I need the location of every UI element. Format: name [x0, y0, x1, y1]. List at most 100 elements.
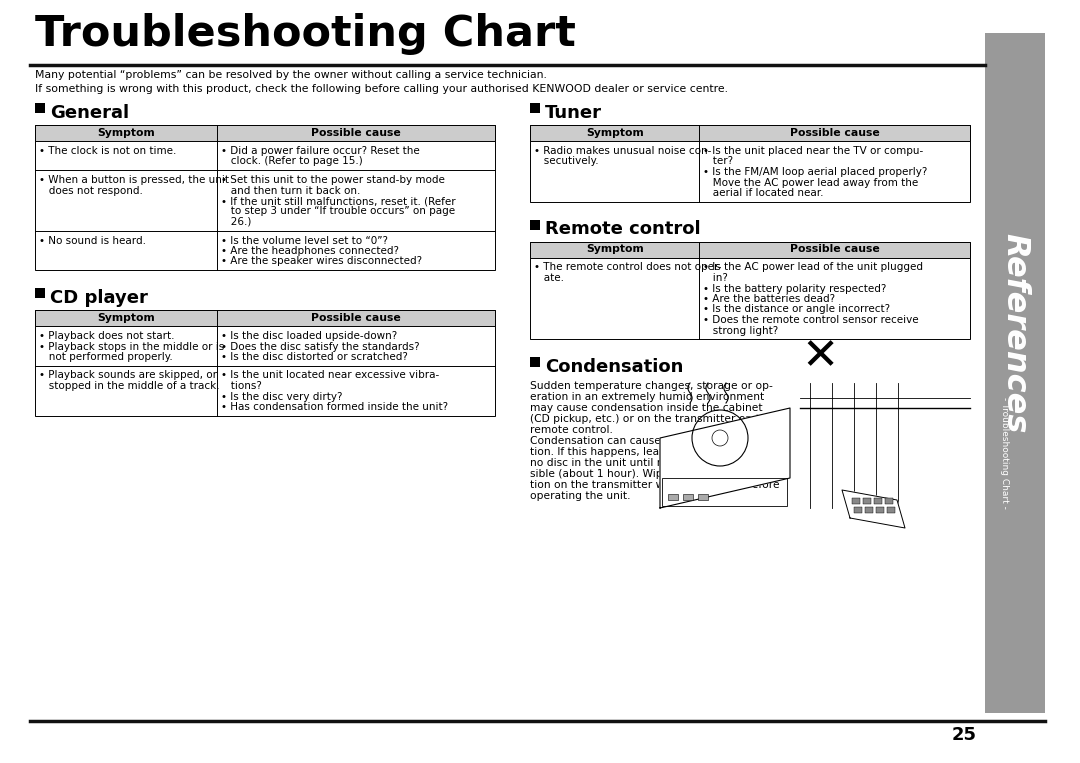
- Text: • Playback sounds are skipped, or: • Playback sounds are skipped, or: [39, 371, 217, 381]
- Text: Tuner: Tuner: [545, 104, 602, 122]
- Bar: [35, 125, 495, 141]
- Bar: [35, 310, 495, 416]
- Text: Remote control: Remote control: [545, 221, 701, 239]
- Bar: [876, 507, 885, 513]
- Text: aerial if located near.: aerial if located near.: [703, 188, 824, 198]
- Text: • Is the disc distorted or scratched?: • Is the disc distorted or scratched?: [220, 352, 407, 362]
- Text: • The remote control does not oper-: • The remote control does not oper-: [534, 262, 721, 272]
- Bar: [35, 103, 45, 113]
- Text: If something is wrong with this product, check the following before calling your: If something is wrong with this product,…: [35, 84, 728, 94]
- Text: remote control.: remote control.: [530, 425, 612, 435]
- Text: • When a button is pressed, the unit: • When a button is pressed, the unit: [39, 175, 229, 185]
- Text: • Does the disc satisfy the standards?: • Does the disc satisfy the standards?: [220, 342, 419, 352]
- Text: ✕: ✕: [801, 335, 839, 378]
- Text: • Set this unit to the power stand-by mode: • Set this unit to the power stand-by mo…: [220, 175, 445, 185]
- Text: • Is the distance or angle incorrect?: • Is the distance or angle incorrect?: [703, 304, 891, 314]
- Text: Sudden temperature changes, storage or op-: Sudden temperature changes, storage or o…: [530, 381, 773, 391]
- Text: - Troubleshooting Chart -: - Troubleshooting Chart -: [1000, 397, 1010, 509]
- Text: Condensation: Condensation: [545, 358, 684, 376]
- Text: • No sound is heard.: • No sound is heard.: [39, 236, 146, 246]
- Text: Symptom: Symptom: [97, 313, 154, 323]
- Bar: [662, 478, 787, 506]
- Bar: [698, 494, 708, 500]
- Text: • Radio makes unusual noise con-: • Radio makes unusual noise con-: [534, 146, 712, 156]
- Bar: [854, 507, 862, 513]
- Text: secutively.: secutively.: [534, 156, 598, 166]
- Text: to step 3 under “If trouble occurs” on page: to step 3 under “If trouble occurs” on p…: [220, 207, 455, 217]
- Text: Symptom: Symptom: [97, 128, 154, 138]
- Text: • Are the speaker wires disconnected?: • Are the speaker wires disconnected?: [220, 256, 422, 266]
- Text: • Is the FM/AM loop aerial placed properly?: • Is the FM/AM loop aerial placed proper…: [703, 167, 928, 177]
- Text: does not respond.: does not respond.: [39, 185, 143, 195]
- Text: • Are the batteries dead?: • Are the batteries dead?: [703, 294, 836, 304]
- Text: in?: in?: [703, 273, 728, 283]
- Text: Many potential “problems” can be resolved by the owner without calling a service: Many potential “problems” can be resolve…: [35, 70, 546, 80]
- Text: and then turn it back on.: and then turn it back on.: [220, 185, 360, 195]
- Bar: [874, 498, 882, 504]
- Bar: [530, 103, 540, 113]
- Text: 25: 25: [951, 726, 977, 744]
- Text: References: References: [999, 233, 1030, 433]
- Text: Possible cause: Possible cause: [789, 128, 879, 138]
- Text: no disc in the unit until normal playback is pos-: no disc in the unit until normal playbac…: [530, 458, 784, 468]
- Bar: [530, 125, 970, 141]
- Text: stopped in the middle of a track.: stopped in the middle of a track.: [39, 381, 219, 391]
- Text: ter?: ter?: [703, 156, 733, 166]
- Text: CD player: CD player: [50, 289, 148, 307]
- Bar: [35, 288, 45, 298]
- Text: operating the unit.: operating the unit.: [530, 491, 631, 501]
- Text: Move the AC power lead away from the: Move the AC power lead away from the: [703, 178, 919, 188]
- Text: sible (about 1 hour). Wipe off any condensa-: sible (about 1 hour). Wipe off any conde…: [530, 469, 768, 479]
- Text: • Has condensation formed inside the unit?: • Has condensation formed inside the uni…: [220, 402, 448, 412]
- Bar: [530, 220, 540, 230]
- Polygon shape: [842, 490, 905, 528]
- Bar: [887, 507, 895, 513]
- Text: eration in an extremely humid environment: eration in an extremely humid environmen…: [530, 392, 765, 402]
- Text: clock. (Refer to page 15.): clock. (Refer to page 15.): [220, 156, 363, 166]
- Text: • The clock is not on time.: • The clock is not on time.: [39, 146, 176, 156]
- Text: Condensation can cause the unit to malfunc-: Condensation can cause the unit to malfu…: [530, 436, 770, 446]
- Bar: [669, 494, 678, 500]
- Text: may cause condensation inside the cabinet: may cause condensation inside the cabine…: [530, 403, 762, 413]
- Text: tion. If this happens, leave the power on with: tion. If this happens, leave the power o…: [530, 447, 772, 457]
- Bar: [35, 310, 495, 326]
- Text: Possible cause: Possible cause: [311, 313, 401, 323]
- Text: tions?: tions?: [220, 381, 261, 391]
- Text: Symptom: Symptom: [585, 244, 644, 255]
- Text: (CD pickup, etc.) or on the transmitter on the: (CD pickup, etc.) or on the transmitter …: [530, 414, 773, 424]
- Text: • Is the unit located near excessive vibra-: • Is the unit located near excessive vib…: [220, 371, 438, 381]
- Polygon shape: [660, 408, 789, 508]
- Bar: [35, 125, 495, 270]
- Text: 26.): 26.): [220, 217, 251, 227]
- Bar: [530, 125, 970, 201]
- Bar: [865, 507, 873, 513]
- Bar: [530, 357, 540, 367]
- Bar: [683, 494, 693, 500]
- Text: Possible cause: Possible cause: [311, 128, 401, 138]
- Bar: [985, 33, 1045, 713]
- Text: Possible cause: Possible cause: [789, 244, 879, 255]
- Text: not performed properly.: not performed properly.: [39, 352, 173, 362]
- Text: Symptom: Symptom: [585, 128, 644, 138]
- Text: • Is the disc very dirty?: • Is the disc very dirty?: [220, 391, 342, 401]
- Bar: [863, 498, 870, 504]
- Bar: [530, 242, 970, 257]
- Text: • Playback does not start.: • Playback does not start.: [39, 331, 175, 341]
- Text: ate.: ate.: [534, 273, 564, 283]
- Bar: [530, 242, 970, 339]
- Text: • Is the unit placed near the TV or compu-: • Is the unit placed near the TV or comp…: [703, 146, 923, 156]
- Text: • Is the AC power lead of the unit plugged: • Is the AC power lead of the unit plugg…: [703, 262, 923, 272]
- Bar: [885, 498, 893, 504]
- Text: Troubleshooting Chart: Troubleshooting Chart: [35, 13, 576, 55]
- Bar: [852, 498, 860, 504]
- Text: • Are the headphones connected?: • Are the headphones connected?: [220, 246, 399, 256]
- Text: • Is the volume level set to “0”?: • Is the volume level set to “0”?: [220, 236, 388, 246]
- Text: General: General: [50, 104, 130, 122]
- Text: • Playback stops in the middle or is: • Playback stops in the middle or is: [39, 342, 225, 352]
- Text: strong light?: strong light?: [703, 326, 779, 336]
- Text: • Does the remote control sensor receive: • Does the remote control sensor receive: [703, 315, 919, 325]
- Text: • Is the disc loaded upside-down?: • Is the disc loaded upside-down?: [220, 331, 397, 341]
- Text: • If the unit still malfunctions, reset it. (Refer: • If the unit still malfunctions, reset …: [220, 196, 456, 206]
- Text: • Is the battery polarity respected?: • Is the battery polarity respected?: [703, 284, 887, 294]
- Text: tion on the transmitter with a soft cloth before: tion on the transmitter with a soft clot…: [530, 480, 780, 490]
